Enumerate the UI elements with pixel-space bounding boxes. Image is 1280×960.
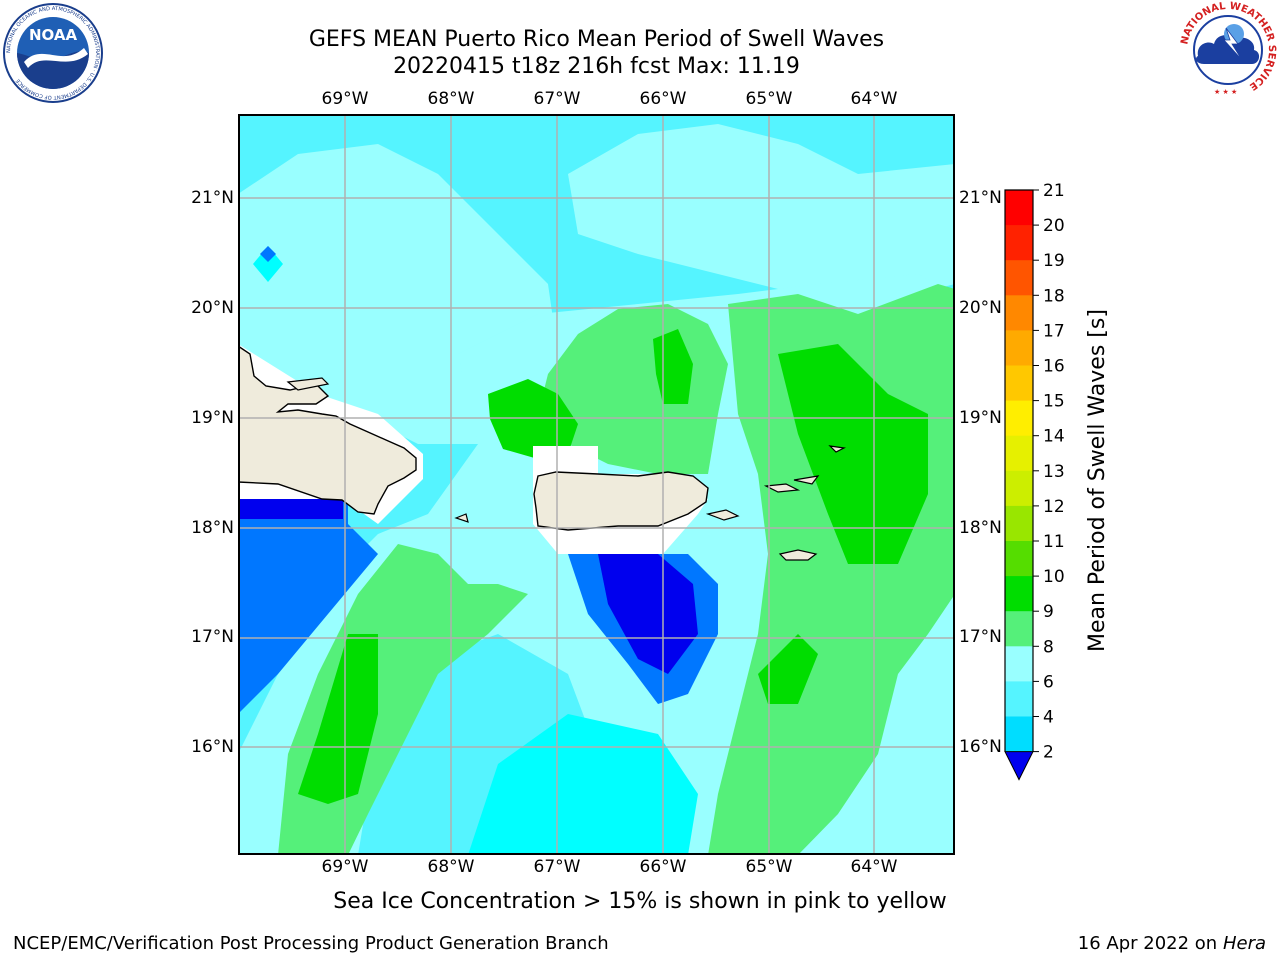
land-tortuga bbox=[286, 377, 330, 391]
colorbar-tick-label-2: 2 bbox=[1043, 743, 1054, 763]
colorbar-tick-label-11: 11 bbox=[1043, 532, 1065, 552]
contour-8-9-north bbox=[568, 124, 955, 304]
colorbar-tick-label-13: 13 bbox=[1043, 462, 1065, 482]
colorbar-bin-6-8 bbox=[1005, 646, 1033, 682]
lat-label-right-21n: 21°N bbox=[959, 188, 1002, 208]
lon-label-top-65w: 65°W bbox=[745, 89, 793, 109]
colorbar-tick-label-15: 15 bbox=[1043, 392, 1065, 412]
colorbar: 21 20 19 18 17 16 15 14 13 12 11 10 9 8 6 4 2 bbox=[1004, 181, 1065, 781]
noaa-wordmark: NOAA bbox=[29, 26, 78, 44]
contour-below-2-west bbox=[238, 499, 343, 519]
colorbar-bin-11-12 bbox=[1005, 505, 1033, 542]
swell-period-map bbox=[238, 114, 955, 855]
credit-host: Hera bbox=[1222, 933, 1266, 954]
colorbar-tick-label-18: 18 bbox=[1043, 286, 1065, 306]
colorbar-tick-label-6: 6 bbox=[1043, 672, 1054, 692]
lat-label-left-18n: 18°N bbox=[191, 518, 234, 538]
colorbar-tick-label-4: 4 bbox=[1043, 708, 1054, 728]
credit-date-text: 16 Apr 2022 on bbox=[1077, 933, 1223, 954]
colorbar-bin-18-19 bbox=[1005, 260, 1033, 296]
colorbar-tick-label-21: 21 bbox=[1043, 181, 1065, 201]
map-frame bbox=[238, 114, 955, 855]
colorbar-bin-16-17 bbox=[1005, 330, 1033, 366]
colorbar-tick-label-14: 14 bbox=[1043, 427, 1065, 447]
svg-text:★ ★ ★: ★ ★ ★ bbox=[1214, 88, 1237, 96]
colorbar-swatches bbox=[1004, 189, 1034, 781]
lon-label-top-68w: 68°W bbox=[427, 89, 475, 109]
lon-label-bottom-64w: 64°W bbox=[850, 857, 898, 877]
colorbar-bin-19-20 bbox=[1005, 225, 1033, 261]
land-virgin-islands-a bbox=[763, 483, 801, 493]
map-subtitle-run-info: 20220415 t18z 216h fcst Max: 11.19 bbox=[393, 54, 800, 79]
lat-label-right-17n: 17°N bbox=[959, 627, 1002, 647]
contour-4-6-south bbox=[468, 714, 698, 855]
lat-label-left-20n: 20°N bbox=[191, 298, 234, 318]
graticule bbox=[238, 114, 955, 855]
colorbar-tick-label-17: 17 bbox=[1043, 321, 1065, 341]
map-title: GEFS MEAN Puerto Rico Mean Period of Swe… bbox=[308, 27, 885, 52]
contour-10-11-south-east bbox=[758, 634, 818, 704]
land-virgin-islands-b bbox=[793, 475, 820, 485]
lon-label-bottom-66w: 66°W bbox=[639, 857, 687, 877]
contour-below-2-south-of-pr bbox=[598, 554, 698, 674]
colorbar-tick-label-10: 10 bbox=[1043, 567, 1065, 587]
land-mona-island bbox=[454, 513, 469, 523]
contour-2-4-west bbox=[238, 499, 378, 714]
colorbar-tick-label-8: 8 bbox=[1043, 637, 1054, 657]
colorbar-bin-14-15 bbox=[1005, 400, 1033, 437]
lat-label-right-18n: 18°N bbox=[959, 518, 1002, 538]
colorbar-ticks: 21 20 19 18 17 16 15 14 13 12 11 10 9 8 6 4 2 bbox=[1033, 181, 1065, 763]
colorbar-bin-13-14 bbox=[1005, 435, 1033, 472]
colorbar-bin-10-11 bbox=[1005, 541, 1033, 577]
colorbar-tick-label-12: 12 bbox=[1043, 497, 1065, 517]
lon-label-top-66w: 66°W bbox=[639, 89, 687, 109]
lat-label-right-16n: 16°N bbox=[959, 737, 1002, 757]
colorbar-bin-9-10 bbox=[1005, 576, 1033, 612]
contour-4-6-spot bbox=[253, 246, 283, 282]
colorbar-bin-8-9 bbox=[1005, 611, 1033, 647]
contour-10-11-north-of-pr bbox=[488, 379, 578, 459]
colorbar-tick-label-20: 20 bbox=[1043, 216, 1065, 236]
lon-label-top-64w: 64°W bbox=[850, 89, 898, 109]
lat-label-left-17n: 17°N bbox=[191, 627, 234, 647]
credit-branch: NCEP/EMC/Verification Post Processing Pr… bbox=[13, 933, 609, 954]
colorbar-extend-min-arrow bbox=[1004, 751, 1034, 781]
colorbar-tick-label-19: 19 bbox=[1043, 251, 1065, 271]
colorbar-label: Mean Period of Swell Waves [s] bbox=[1085, 309, 1110, 652]
noaa-logo: NOAA NATIONAL OCEANIC AND ATMOSPHERIC AD… bbox=[3, 3, 103, 103]
colorbar-bin-17-18 bbox=[1005, 295, 1033, 331]
lon-label-bottom-65w: 65°W bbox=[745, 857, 793, 877]
lon-label-bottom-68w: 68°W bbox=[427, 857, 475, 877]
land-st-croix bbox=[778, 549, 818, 561]
lat-label-left-21n: 21°N bbox=[191, 188, 234, 208]
contour-10-11-northeast bbox=[778, 344, 928, 564]
colorbar-bin-15-16 bbox=[1005, 365, 1033, 402]
colorbar-tick-label-16: 16 bbox=[1043, 357, 1065, 377]
credit-date: 16 Apr 2022 on Hera bbox=[1078, 933, 1266, 955]
contour-10-11-southwest bbox=[298, 634, 378, 804]
lon-label-top-69w: 69°W bbox=[321, 89, 369, 109]
land-anegada bbox=[828, 445, 846, 453]
colorbar-tick-label-9: 9 bbox=[1043, 602, 1054, 622]
lon-label-bottom-67w: 67°W bbox=[533, 857, 581, 877]
colorbar-bin-12-13 bbox=[1005, 470, 1033, 507]
lon-label-top-67w: 67°W bbox=[533, 89, 581, 109]
colorbar-bin-20-21 bbox=[1005, 190, 1033, 226]
lat-label-left-19n: 19°N bbox=[191, 408, 234, 428]
nws-logo: NATIONAL WEATHER SERVICE ★ ★ ★ bbox=[1179, 1, 1277, 98]
sea-ice-note: Sea Ice Concentration > 15% is shown in … bbox=[333, 889, 947, 914]
lat-label-right-20n: 20°N bbox=[959, 298, 1002, 318]
contour-2-4-spot bbox=[260, 246, 276, 262]
lat-label-right-19n: 19°N bbox=[959, 408, 1002, 428]
lat-label-left-16n: 16°N bbox=[191, 737, 234, 757]
land-vieques bbox=[705, 509, 740, 521]
colorbar-bin-2-4 bbox=[1005, 716, 1033, 753]
land-puerto-rico bbox=[533, 471, 709, 531]
lon-label-bottom-69w: 69°W bbox=[321, 857, 369, 877]
colorbar-bin-4-6 bbox=[1005, 681, 1033, 717]
